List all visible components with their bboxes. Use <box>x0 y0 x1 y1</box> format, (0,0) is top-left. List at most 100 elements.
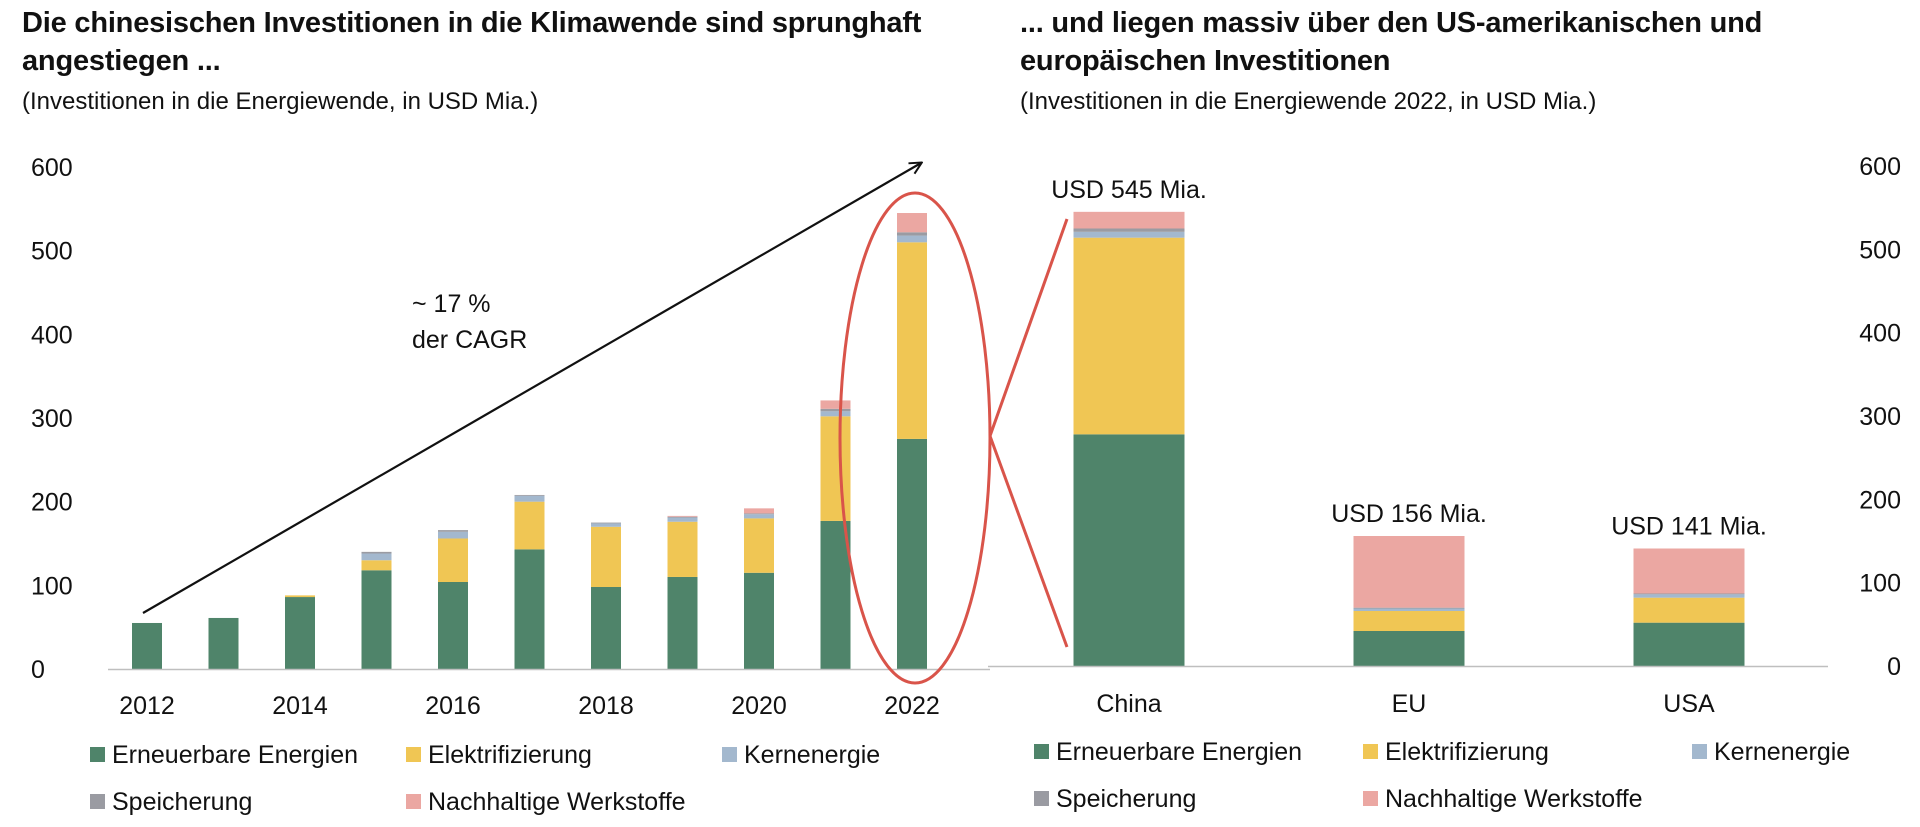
left-bar-2020-nachhaltige-werkstoffe <box>744 508 774 514</box>
right-y-tick-label: 600 <box>1859 153 1901 181</box>
cagr-annotation-line1: ~ 17 % <box>412 290 491 318</box>
left-bar-2022-erneuerbare-energien <box>897 438 927 669</box>
right-y-tick-label: 400 <box>1859 320 1901 348</box>
right-total-label: USD 156 Mia. <box>1331 500 1487 528</box>
left-y-tick-label: 500 <box>31 238 73 266</box>
left-x-tick-label: 2012 <box>119 692 175 720</box>
right-bar-china-speicherung <box>1073 228 1185 232</box>
left-legend-label-kernenergie: Kernenergie <box>744 741 880 769</box>
right-bar-eu-speicherung <box>1353 607 1465 609</box>
right-bar-eu-nachhaltige-werkstoffe <box>1353 536 1465 608</box>
left-bar-2017-erneuerbare-energien <box>514 549 545 669</box>
right-x-tick-label: China <box>1096 690 1161 718</box>
left-x-tick-label: 2016 <box>425 692 481 720</box>
right-legend-label-erneuerbare-energien: Erneuerbare Energien <box>1056 738 1302 766</box>
right-bar-usa-nachhaltige-werkstoffe <box>1633 548 1745 594</box>
left-bar-2016-kernenergie <box>438 531 468 539</box>
left-bar-2018-speicherung <box>591 522 621 524</box>
left-bar-2021-speicherung <box>820 408 851 412</box>
right-y-tick-label: 500 <box>1859 236 1901 264</box>
left-bar-2016-erneuerbare-energien <box>438 581 468 669</box>
right-y-tick-label: 300 <box>1859 403 1901 431</box>
left-bar-2019-erneuerbare-energien <box>667 576 698 669</box>
right-bar-usa-kernenergie <box>1633 594 1745 598</box>
right-legend-label-elektrifizierung: Elektrifizierung <box>1385 738 1549 766</box>
left-bar-2018-kernenergie <box>591 523 621 527</box>
left-bar-2022-nachhaltige-werkstoffe <box>897 213 927 233</box>
right-total-label: USD 545 Mia. <box>1051 176 1207 204</box>
connector-line-bottom <box>988 435 1069 648</box>
right-bar-usa-erneuerbare-energien <box>1633 622 1745 666</box>
right-legend-label-nachhaltige-werkstoffe: Nachhaltige Werkstoffe <box>1385 785 1643 813</box>
left-legend-label-erneuerbare-energien: Erneuerbare Energien <box>112 741 358 769</box>
left-bar-2020-kernenergie <box>744 514 774 519</box>
left-bar-2014-elektrifizierung <box>285 595 315 598</box>
left-legend-swatch-erneuerbare-energien <box>90 747 105 762</box>
left-y-tick-label: 100 <box>31 572 73 600</box>
left-bar-2015-kernenergie <box>361 553 392 561</box>
right-x-tick-label: EU <box>1392 690 1427 718</box>
right-bar-eu-erneuerbare-energien <box>1353 631 1465 666</box>
left-y-tick-label: 0 <box>31 656 45 684</box>
left-bar-2015-erneuerbare-energien <box>361 570 392 669</box>
left-bar-2017-kernenergie <box>514 495 545 502</box>
left-bar-2019-speicherung <box>667 516 698 518</box>
left-legend-label-nachhaltige-werkstoffe: Nachhaltige Werkstoffe <box>428 788 686 816</box>
left-bar-2020-erneuerbare-energien <box>744 572 774 669</box>
left-bar-2022-kernenergie <box>897 235 927 243</box>
left-bar-2021-elektrifizierung <box>820 416 851 521</box>
right-bar-usa-elektrifizierung <box>1633 597 1745 623</box>
right-bar-china-elektrifizierung <box>1073 237 1185 435</box>
left-bar-2019-nachhaltige-werkstoffe <box>667 515 698 517</box>
right-bar-china-nachhaltige-werkstoffe <box>1073 211 1185 229</box>
left-chart: 0 100 200 300 400 500 600 2012 2014 2016 2018 2020 2… <box>31 154 990 816</box>
left-y-tick-label: 400 <box>31 321 73 349</box>
right-legend-label-kernenergie: Kernenergie <box>1714 738 1850 766</box>
right-bar-eu-kernenergie <box>1353 608 1465 611</box>
left-legend-swatch-nachhaltige-werkstoffe <box>406 794 421 809</box>
right-total-label: USD 141 Mia. <box>1611 513 1767 541</box>
left-bar-2021-kernenergie <box>820 411 851 417</box>
left-bar-2013-erneuerbare-energien <box>208 617 239 669</box>
left-legend-swatch-kernenergie <box>722 747 737 762</box>
left-bar-2014-erneuerbare-energien <box>285 597 315 669</box>
left-x-tick-label: 2014 <box>272 692 328 720</box>
left-bar-2022-speicherung <box>897 232 927 236</box>
right-x-tick-label: USA <box>1663 690 1715 718</box>
left-y-tick-label: 600 <box>31 154 73 182</box>
left-bar-2021-nachhaltige-werkstoffe <box>820 400 851 409</box>
left-x-tick-label: 2018 <box>578 692 634 720</box>
right-legend-swatch-elektrifizierung <box>1363 744 1378 759</box>
left-bar-2017-elektrifizierung <box>514 501 545 550</box>
left-y-tick-label: 200 <box>31 489 73 517</box>
right-legend-swatch-nachhaltige-werkstoffe <box>1363 791 1378 806</box>
left-legend-swatch-elektrifizierung <box>406 747 421 762</box>
left-bar-2020-speicherung <box>744 513 774 515</box>
left-chart-subtitle: (Investitionen in die Energiewende, in U… <box>22 88 539 115</box>
left-bar-2017-speicherung <box>514 494 545 496</box>
left-y-tick-label: 300 <box>31 405 73 433</box>
left-bar-2018-elektrifizierung <box>591 526 621 588</box>
left-bar-2018-erneuerbare-energien <box>591 587 621 669</box>
left-bar-2022-elektrifizierung <box>897 242 927 439</box>
right-y-tick-label: 0 <box>1887 653 1901 681</box>
right-chart-title: ... und liegen massiv über den US-amerik… <box>1020 7 1763 77</box>
left-bar-2016-elektrifizierung <box>438 538 468 582</box>
right-bar-china-kernenergie <box>1073 231 1185 238</box>
left-bar-2016-speicherung <box>438 530 468 532</box>
left-chart-title: Die chinesischen Investitionen in die Kl… <box>22 7 922 77</box>
left-bar-2015-elektrifizierung <box>361 560 392 571</box>
right-y-tick-label: 200 <box>1859 486 1901 514</box>
left-bar-2019-kernenergie <box>667 517 698 522</box>
right-chart: 0 100 200 300 400 500 600 USD 545 Mia. USD 156 M… <box>988 153 1901 813</box>
right-legend-swatch-kernenergie <box>1692 744 1707 759</box>
left-legend-label-speicherung: Speicherung <box>112 788 252 816</box>
left-bar-2015-speicherung <box>361 551 392 554</box>
left-bar-2019-elektrifizierung <box>667 521 698 577</box>
left-x-tick-label: 2020 <box>731 692 787 720</box>
right-legend-label-speicherung: Speicherung <box>1056 785 1196 813</box>
connector-line-top <box>988 218 1069 437</box>
right-legend-swatch-speicherung <box>1034 791 1049 806</box>
left-legend-label-elektrifizierung: Elektrifizierung <box>428 741 592 769</box>
